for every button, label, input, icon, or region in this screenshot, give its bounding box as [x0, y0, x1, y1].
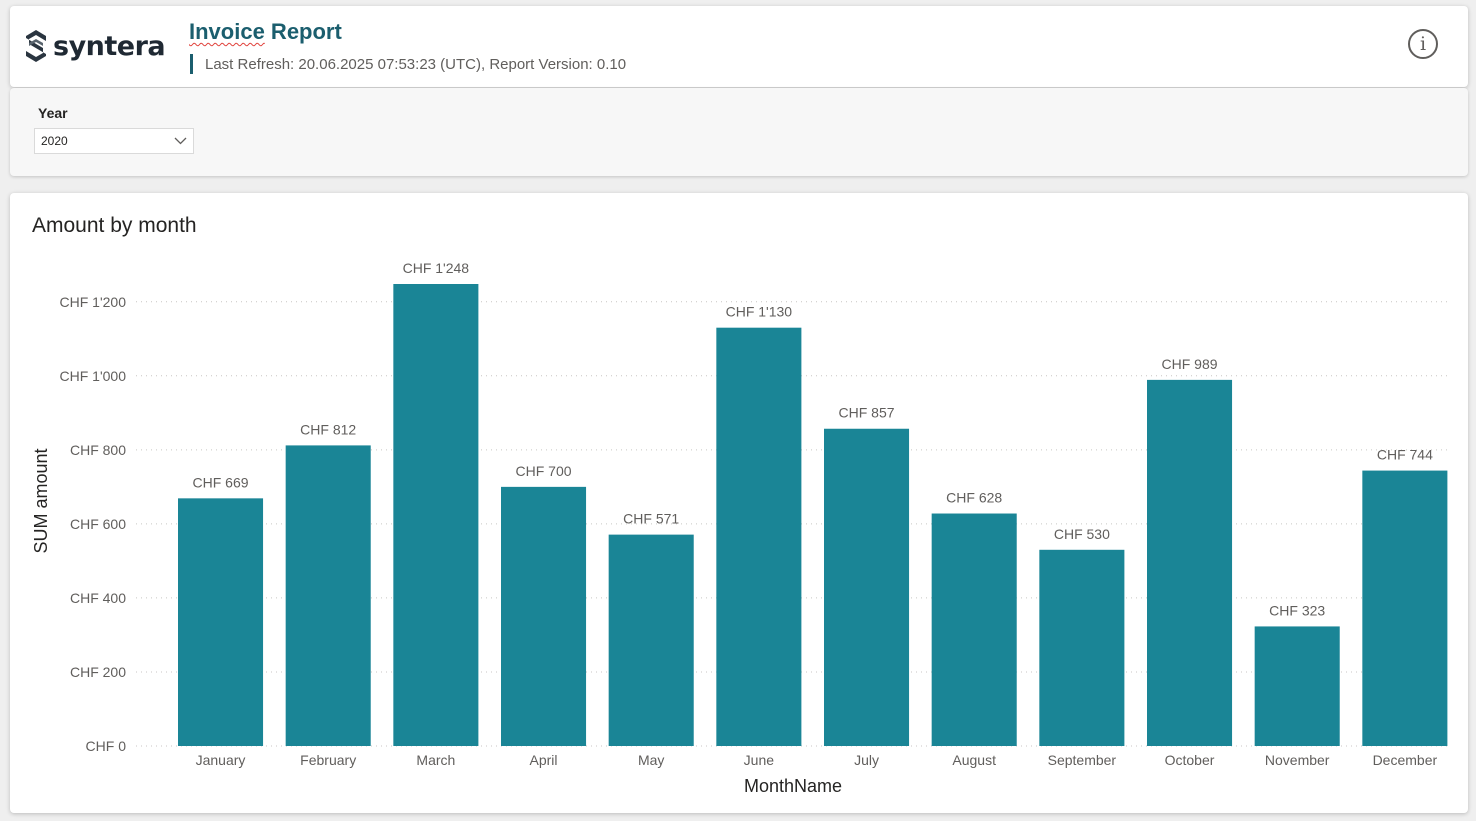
- bar-chart: CHF 0 CHF 200 CHF 400 CHF 600 CHF 800 CHF 1'0…: [31, 260, 1450, 796]
- chevron-down-icon: [174, 137, 187, 145]
- bar: [608, 534, 694, 746]
- x-tick-label: December: [1373, 752, 1438, 768]
- y-tick-label: CHF 1'200: [60, 294, 127, 310]
- data-label: CHF 1'248: [403, 260, 470, 276]
- data-label: CHF 628: [946, 490, 1002, 506]
- report-title-word-1: Invoice: [189, 19, 265, 44]
- bar: [285, 445, 371, 746]
- report-title-word-2: Report: [264, 19, 342, 44]
- year-filter-label: Year: [38, 105, 68, 121]
- bar: [1039, 549, 1125, 746]
- x-tick-label: April: [530, 752, 558, 768]
- bar: [824, 428, 910, 746]
- info-icon-glyph: i: [1419, 32, 1427, 55]
- year-dropdown[interactable]: 2020: [34, 128, 194, 154]
- bar: [1362, 470, 1448, 746]
- x-tick-label: January: [196, 752, 246, 768]
- data-label: CHF 323: [1269, 602, 1325, 618]
- y-tick-label: CHF 400: [70, 590, 126, 606]
- subtitle-accent-bar: [190, 54, 193, 74]
- y-tick-label: CHF 1'000: [60, 368, 127, 384]
- filter-card: Year 2020: [10, 88, 1468, 176]
- x-tick-label: February: [300, 752, 356, 768]
- syntera-logo-icon: [26, 30, 46, 62]
- bar: [1254, 626, 1340, 746]
- bar: [1147, 379, 1233, 746]
- chart-title: Amount by month: [32, 214, 197, 237]
- x-tick-label: July: [854, 752, 879, 768]
- x-tick-label: October: [1165, 752, 1215, 768]
- y-tick-label: CHF 0: [86, 738, 127, 754]
- bar: [716, 327, 802, 746]
- x-tick-label: November: [1265, 752, 1330, 768]
- data-label: CHF 530: [1054, 526, 1110, 542]
- bar: [931, 513, 1017, 746]
- last-refresh-text: Last Refresh: 20.06.2025 07:53:23 (UTC),…: [205, 56, 627, 73]
- x-tick-label: September: [1048, 752, 1117, 768]
- data-label: CHF 700: [516, 463, 572, 479]
- x-tick-label: May: [638, 752, 664, 768]
- header-card: syntera Invoice Report Last Refresh: 20.…: [10, 6, 1468, 87]
- y-tick-label: CHF 200: [70, 664, 126, 680]
- data-label: CHF 744: [1377, 447, 1433, 463]
- y-axis-title: SUM amount: [31, 448, 51, 553]
- data-label: CHF 1'130: [726, 304, 793, 320]
- chart-card: CHF 0 CHF 200 CHF 400 CHF 600 CHF 800 CHF 1'0…: [10, 193, 1468, 813]
- data-label: CHF 571: [623, 511, 679, 527]
- x-axis-title: MonthName: [744, 776, 842, 796]
- info-icon[interactable]: i: [1408, 29, 1438, 59]
- syntera-logo: syntera: [24, 30, 166, 62]
- y-tick-label: CHF 600: [70, 516, 126, 532]
- data-label: CHF 812: [300, 421, 356, 437]
- bar: [178, 498, 264, 746]
- bar: [501, 486, 587, 746]
- x-tick-label: March: [416, 752, 455, 768]
- data-label: CHF 669: [193, 474, 249, 490]
- data-label: CHF 857: [839, 405, 895, 421]
- logo-text: syntera: [53, 30, 166, 62]
- year-dropdown-value: 2020: [41, 134, 68, 148]
- report-title: Invoice Report: [189, 21, 342, 43]
- data-label: CHF 989: [1162, 356, 1218, 372]
- x-tick-label: August: [952, 752, 996, 768]
- bar: [393, 284, 479, 746]
- y-tick-label: CHF 800: [70, 442, 126, 458]
- x-tick-label: June: [744, 752, 775, 768]
